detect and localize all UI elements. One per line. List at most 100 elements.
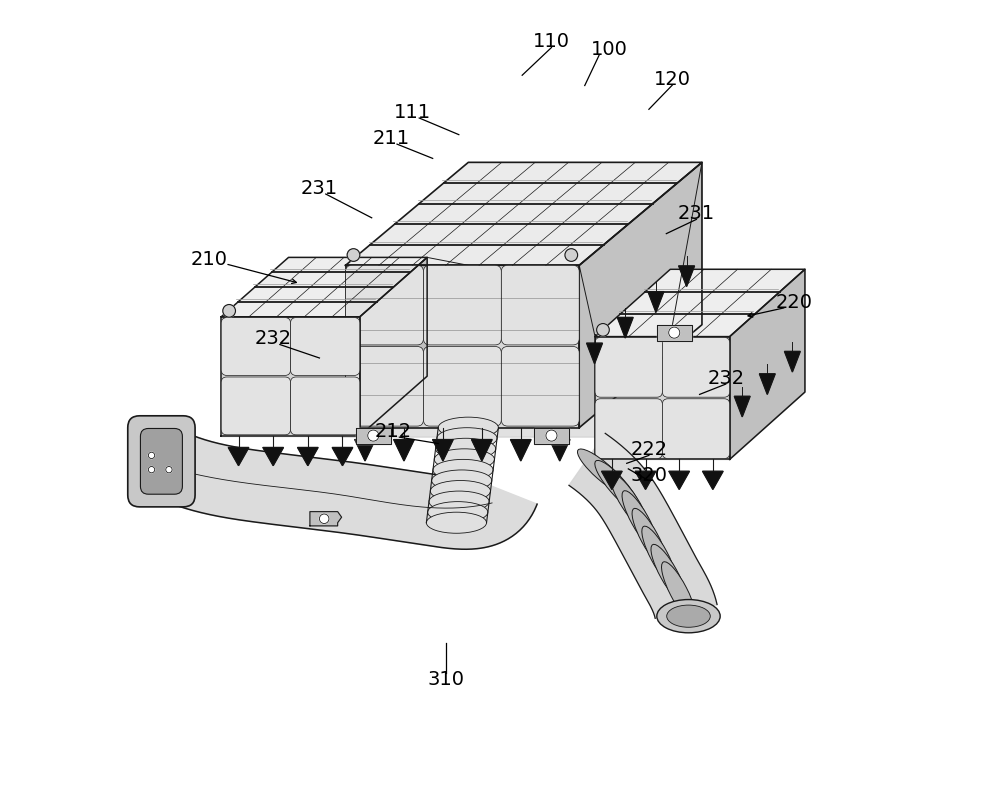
Circle shape	[368, 430, 379, 441]
Polygon shape	[703, 471, 723, 489]
Polygon shape	[152, 431, 537, 550]
Ellipse shape	[426, 512, 487, 533]
Polygon shape	[579, 162, 702, 428]
FancyBboxPatch shape	[291, 318, 360, 375]
Ellipse shape	[430, 481, 490, 501]
FancyBboxPatch shape	[423, 265, 501, 345]
FancyBboxPatch shape	[346, 347, 423, 426]
Polygon shape	[679, 266, 695, 287]
Circle shape	[166, 466, 172, 473]
FancyBboxPatch shape	[346, 265, 423, 345]
Ellipse shape	[595, 460, 640, 512]
Ellipse shape	[632, 508, 667, 568]
Text: 232: 232	[254, 329, 291, 348]
Ellipse shape	[577, 449, 629, 495]
FancyBboxPatch shape	[128, 416, 195, 507]
Circle shape	[223, 305, 235, 318]
Text: 110: 110	[533, 32, 570, 51]
Polygon shape	[228, 447, 249, 466]
Text: 231: 231	[678, 204, 715, 223]
Polygon shape	[346, 265, 579, 428]
Ellipse shape	[657, 600, 720, 633]
Polygon shape	[332, 447, 353, 466]
Polygon shape	[472, 440, 492, 461]
Polygon shape	[784, 352, 800, 372]
Polygon shape	[587, 343, 602, 364]
Ellipse shape	[438, 417, 498, 438]
Polygon shape	[595, 337, 730, 459]
Circle shape	[347, 249, 360, 261]
Text: 211: 211	[372, 129, 409, 148]
Polygon shape	[510, 440, 531, 461]
FancyBboxPatch shape	[595, 399, 662, 459]
Circle shape	[319, 514, 329, 524]
Polygon shape	[221, 317, 360, 436]
Ellipse shape	[622, 491, 658, 550]
Ellipse shape	[642, 526, 677, 585]
Polygon shape	[356, 428, 391, 444]
FancyBboxPatch shape	[662, 337, 730, 398]
Ellipse shape	[436, 438, 496, 459]
Text: 222: 222	[630, 440, 667, 459]
Circle shape	[546, 430, 557, 441]
Polygon shape	[310, 512, 342, 526]
Polygon shape	[669, 471, 689, 489]
Ellipse shape	[428, 501, 488, 523]
Ellipse shape	[429, 491, 489, 512]
Polygon shape	[648, 291, 664, 312]
FancyBboxPatch shape	[423, 347, 501, 426]
FancyBboxPatch shape	[221, 318, 291, 375]
FancyBboxPatch shape	[221, 377, 291, 435]
Circle shape	[669, 327, 680, 338]
FancyBboxPatch shape	[501, 265, 579, 345]
Ellipse shape	[437, 428, 497, 449]
Polygon shape	[595, 269, 805, 337]
Text: 212: 212	[375, 422, 412, 441]
Polygon shape	[394, 440, 414, 461]
Text: 100: 100	[591, 40, 628, 59]
Polygon shape	[569, 433, 717, 619]
Polygon shape	[263, 447, 283, 466]
Ellipse shape	[433, 459, 493, 481]
Polygon shape	[617, 318, 633, 338]
Polygon shape	[759, 374, 775, 394]
Ellipse shape	[651, 544, 687, 604]
Ellipse shape	[610, 474, 649, 531]
Ellipse shape	[662, 562, 696, 622]
Polygon shape	[346, 257, 468, 317]
Circle shape	[148, 452, 155, 459]
Polygon shape	[549, 440, 570, 461]
Ellipse shape	[432, 470, 492, 491]
Polygon shape	[730, 269, 805, 459]
Text: 220: 220	[776, 293, 813, 312]
FancyBboxPatch shape	[595, 337, 662, 398]
Polygon shape	[355, 440, 375, 461]
Text: 210: 210	[191, 250, 228, 269]
Polygon shape	[433, 440, 453, 461]
Ellipse shape	[667, 605, 710, 627]
Polygon shape	[298, 447, 318, 466]
Circle shape	[597, 324, 609, 337]
Polygon shape	[579, 162, 702, 337]
Text: 310: 310	[428, 670, 465, 689]
Polygon shape	[534, 428, 569, 444]
FancyBboxPatch shape	[662, 399, 730, 459]
Text: 232: 232	[707, 369, 744, 388]
Polygon shape	[734, 396, 750, 417]
Polygon shape	[221, 257, 427, 317]
Text: 231: 231	[301, 179, 338, 198]
Text: 120: 120	[654, 70, 691, 89]
Circle shape	[565, 249, 578, 261]
Polygon shape	[360, 257, 427, 436]
Polygon shape	[342, 325, 706, 437]
FancyBboxPatch shape	[140, 428, 182, 494]
Text: 111: 111	[394, 103, 431, 122]
Circle shape	[148, 466, 155, 473]
FancyBboxPatch shape	[501, 347, 579, 426]
Polygon shape	[657, 325, 692, 341]
Polygon shape	[635, 471, 656, 489]
Polygon shape	[602, 471, 622, 489]
Text: 320: 320	[630, 466, 667, 485]
Ellipse shape	[434, 449, 494, 470]
FancyBboxPatch shape	[291, 377, 360, 435]
